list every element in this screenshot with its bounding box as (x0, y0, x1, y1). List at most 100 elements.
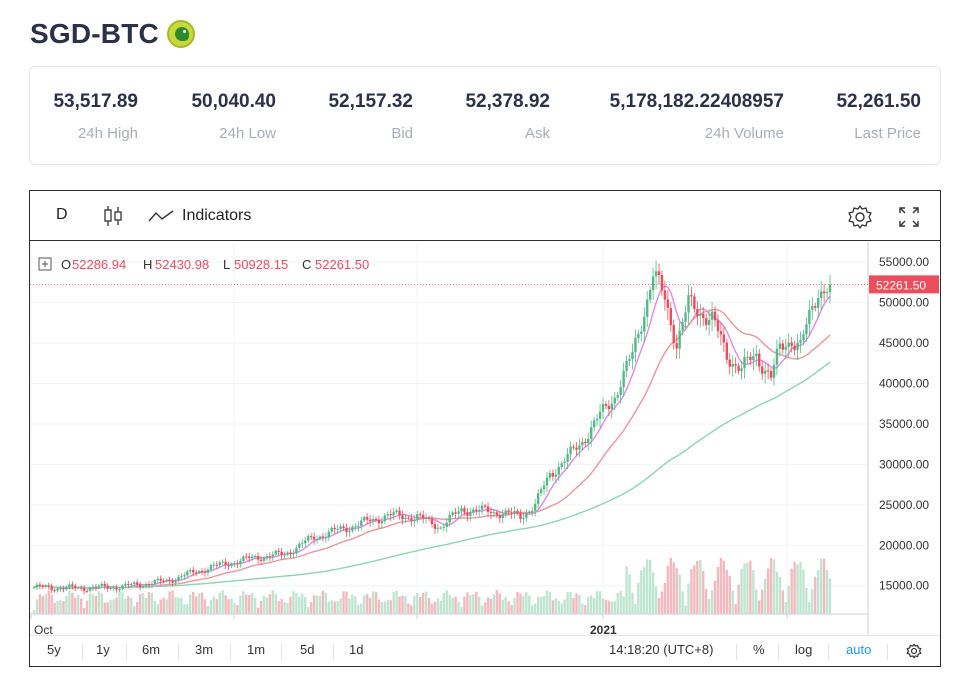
volume-bar (607, 600, 611, 614)
volume-bar (147, 592, 151, 614)
auto-scale-toggle[interactable]: auto (846, 642, 872, 657)
volume-bar (501, 599, 504, 614)
indicators-label: Indicators (182, 207, 252, 224)
candle-body (44, 585, 47, 587)
volume-bar (115, 597, 118, 614)
candle-body (248, 556, 251, 559)
volume-bar (283, 602, 286, 614)
volume-bar (814, 576, 817, 614)
range-1m-button[interactable]: 1m (247, 642, 266, 657)
candle-body (183, 575, 186, 577)
candle-body (669, 308, 672, 326)
volume-bar (572, 597, 575, 614)
indicators-button[interactable]: Indicators (148, 203, 251, 229)
volume-bar (53, 603, 56, 614)
range-1d-button[interactable]: 1d (349, 642, 364, 657)
candle-body (410, 518, 413, 522)
expand-icon[interactable] (897, 205, 921, 229)
volume-bar (672, 562, 675, 614)
candle-body (451, 512, 454, 515)
y-tick-label: 40000.00 (879, 377, 929, 391)
volume-bar (486, 597, 490, 614)
candle-body (684, 312, 687, 322)
volume-bar (32, 610, 36, 614)
candle-body (719, 331, 723, 335)
candle-body (242, 556, 245, 561)
divider (736, 644, 737, 660)
candle-body (419, 514, 422, 516)
candle-body (758, 353, 761, 367)
candle-body (82, 588, 86, 591)
range-6m-button[interactable]: 6m (142, 642, 161, 657)
candle-body (731, 364, 734, 367)
candle-body (138, 584, 142, 588)
stat-label: 24h Volume (704, 125, 784, 142)
divider (778, 644, 779, 660)
candle-body (71, 584, 74, 587)
stat-value: 5,178,182.22408957 (609, 91, 784, 112)
volume-bar (339, 598, 342, 614)
range-1y-button[interactable]: 1y (96, 642, 110, 657)
divider (887, 644, 888, 660)
x-tick-label: 2021 (590, 623, 617, 637)
chart-bottom-bar: 5y 1y 6m 3m 1m 5d 1d 14:18:20 (UTC+8) % … (30, 635, 940, 667)
title-row: SGD-BTC (30, 12, 195, 56)
volume-bar (769, 557, 773, 614)
candle-body (189, 569, 192, 572)
gear-icon[interactable] (906, 643, 922, 659)
volume-bar (183, 604, 186, 614)
volume-bar (631, 592, 634, 614)
y-tick-label: 55000.00 (879, 255, 929, 269)
candle-body (572, 446, 575, 448)
volume-bar (758, 600, 761, 614)
candle-body (687, 295, 690, 313)
volume-bar (716, 566, 720, 614)
candle-body (749, 356, 752, 361)
candle-body (622, 370, 625, 388)
candle-body (221, 561, 224, 563)
candle-body (404, 517, 407, 519)
volume-bar (354, 596, 357, 614)
gear-icon[interactable] (847, 204, 873, 230)
candle-body (174, 580, 177, 583)
volume-bar (766, 568, 770, 614)
last-price-tag (869, 275, 939, 294)
volume-bar (127, 596, 130, 614)
volume-bar (357, 604, 360, 614)
legend-low-value: 50928.15 (234, 257, 288, 272)
range-5y-button[interactable]: 5y (47, 642, 61, 657)
price-chart[interactable]: 55000.00 50000.00 45000.00 40000.00 35000.00… (30, 242, 940, 637)
volume-bar (245, 594, 248, 614)
volume-bar (796, 564, 799, 614)
interval-button[interactable]: D (56, 206, 68, 223)
percent-scale-toggle[interactable]: % (753, 642, 765, 657)
candle-body (236, 563, 239, 565)
candle-body (306, 536, 310, 541)
candle-body (79, 587, 83, 589)
range-5d-button[interactable]: 5d (300, 642, 315, 657)
volume-bar (292, 591, 295, 614)
candle-body (510, 512, 513, 514)
volume-bar (678, 574, 681, 614)
volume-bar (103, 602, 106, 614)
candlestick-icon[interactable] (102, 204, 124, 228)
volume-bar (342, 591, 345, 614)
candle-body (109, 587, 112, 589)
price-chart-svg[interactable]: 55000.00 50000.00 45000.00 40000.00 35000.00… (30, 242, 940, 637)
volume-bar (224, 595, 227, 614)
candle-body (227, 565, 230, 567)
log-scale-toggle[interactable]: log (795, 642, 813, 657)
volume-bar (141, 592, 145, 614)
range-3m-button[interactable]: 3m (195, 642, 214, 657)
volume-bar (79, 598, 83, 614)
legend-toggle-icon[interactable] (38, 257, 52, 271)
clock-timezone[interactable]: (UTC+8) (663, 642, 714, 657)
volume-bar (259, 600, 263, 614)
candle-body (250, 556, 254, 559)
volume-bar (206, 605, 210, 614)
candle-body (501, 514, 504, 519)
candle-body (301, 543, 304, 545)
page-title: SGD-BTC (30, 18, 159, 49)
volume-bar (106, 602, 109, 614)
candle-body (666, 299, 670, 309)
